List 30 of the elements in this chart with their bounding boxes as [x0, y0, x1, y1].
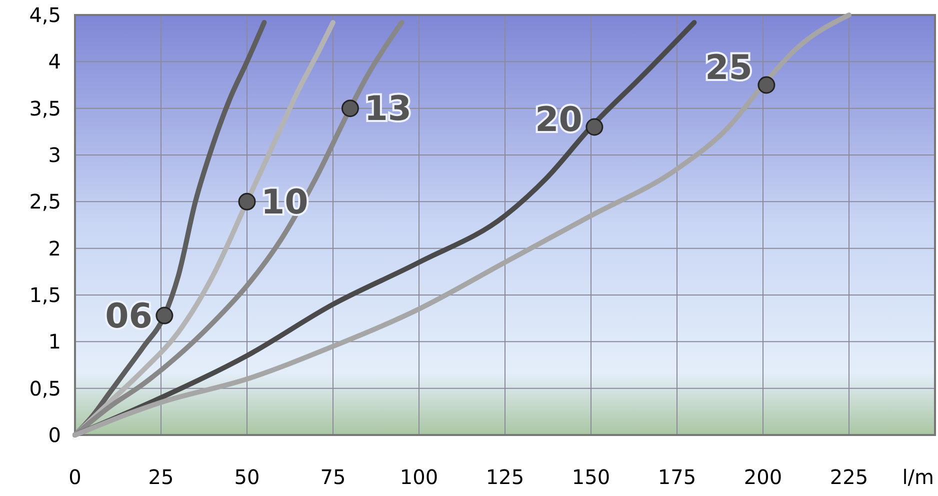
x-tick-label: 175 [658, 465, 696, 489]
x-tick-label: 75 [320, 465, 346, 489]
series-label: 20 [535, 100, 582, 140]
point [341, 100, 359, 118]
y-tick-label: 2 [48, 236, 61, 260]
point [586, 118, 604, 136]
x-tick-label: 50 [234, 465, 260, 489]
point [156, 306, 174, 324]
x-tick-label: 125 [486, 465, 524, 489]
y-tick-label: 1,5 [29, 283, 61, 307]
y-tick-label: 3 [48, 143, 61, 167]
x-axis-title: l/m [902, 465, 934, 489]
y-tick-label: 0 [48, 423, 61, 447]
point [758, 76, 776, 94]
y-tick-label: 2,5 [29, 190, 61, 214]
x-tick-label: 225 [830, 465, 868, 489]
point [238, 192, 256, 210]
x-tick-label: 0 [68, 465, 82, 489]
y-tick-label: 4 [48, 50, 61, 74]
x-tick-label: 150 [572, 465, 610, 489]
y-tick-label: 3,5 [29, 96, 61, 120]
x-tick-label: 100 [400, 465, 438, 489]
x-tick-label: 200 [744, 465, 782, 489]
series-label: 13 [364, 89, 412, 130]
y-tick-label: 1 [48, 330, 61, 354]
series-label: 06 [105, 296, 152, 336]
y-tick-label: 0,5 [29, 376, 61, 400]
series-label: 25 [705, 48, 752, 88]
y-tick-label: 4,5 [29, 3, 61, 27]
x-tick-label: 25 [148, 465, 174, 489]
